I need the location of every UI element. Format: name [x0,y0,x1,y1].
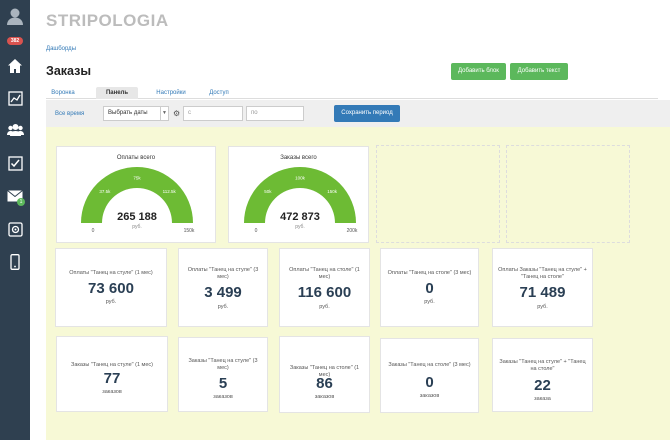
gauge-tick-label: 75k [133,176,141,181]
gauge-tick-label: 150k [327,189,338,194]
stat-card[interactable]: Заказы "Танец на стуле" (3 мес) 5 заказо… [178,337,268,412]
stat-value: 0 [425,374,434,391]
stat-card[interactable]: Оплаты Заказы "Танец на стуле" + "Танец … [492,248,593,327]
stat-value: 77 [103,370,121,387]
date-range-select[interactable]: Выбрать даты ▼ [103,106,169,121]
gauge-card-orders[interactable]: 50k 100k 150k 472 873 руб. 0 200k Заказы всего [228,146,369,243]
stat-value: 71 489 [519,284,566,301]
mail-icon[interactable] [0,186,30,206]
stat-label: Заказы "Танец на стуле" (3 мес) [188,358,258,371]
stat-card[interactable]: Заказы "Танец на стуле" (1 мес) 77 заказ… [56,336,168,412]
gauge-min-label: 0 [255,228,258,234]
tab-settings[interactable]: Настройки [156,90,186,96]
stat-card[interactable]: Оплаты "Танец на стуле" (1 мес) 73 600 р… [55,248,167,327]
mail-count-badge: 1 [17,198,25,206]
stat-value: 5 [218,375,228,392]
gauge-min-label: 0 [92,228,95,234]
gauge-max-label: 200k [347,228,358,234]
stat-card[interactable]: Заказы "Танец на стуле" + "Танец на стол… [492,338,593,412]
stat-label: Заказы "Танец на столе" (3 мес) [388,362,471,368]
stat-label: Заказы "Танец на стуле" + "Танец на стол… [499,359,586,372]
stat-label: Оплаты "Танец на стуле" (1 мес) [69,270,153,276]
stat-card[interactable]: Оплаты "Танец на столе" (1 мес) 116 600 … [279,248,370,327]
stat-label: Оплаты "Танец на стуле" (3 мес) [187,267,259,280]
save-period-button[interactable]: Сохранить период [334,105,400,122]
empty-slot [376,145,500,243]
stat-label: Заказы "Танец на столе" (1 мес) [289,365,360,378]
gauge-card-payments[interactable]: 37.5k 75k 112.5k 265 188 руб. 0 150k Оплаты вс… [56,146,216,243]
gauge-fill [244,167,356,223]
date-range-select-value: Выбрать даты [108,110,148,116]
breadcrumb-link[interactable]: Дашборды [46,46,76,52]
filter-bar: Все время Выбрать даты ▼ ⚙ с по Сохранить… [46,100,670,127]
stat-unit: заказов [102,389,122,395]
stat-value: 3 499 [204,284,242,301]
notification-badge[interactable]: 382 [7,37,23,45]
gauge-tick-label: 37.5k [99,189,111,194]
stat-value: 116 600 [297,284,352,301]
gauge-unit: руб. [295,224,305,230]
settings-panel-icon[interactable] [0,219,30,239]
all-time-link[interactable]: Все время [55,111,85,117]
stat-card[interactable]: Оплаты "Танец на столе" (3 мес) 0 руб. [380,248,479,327]
sidebar: 382 1 [0,0,30,440]
stat-value: 73 600 [88,280,134,297]
stat-unit: руб. [424,299,435,305]
dashboard-area: 37.5k 75k 112.5k 265 188 руб. 0 150k Оплаты вс… [46,127,670,440]
gauge-title: Оплаты всего [116,155,156,161]
add-block-button[interactable]: Добавить блок [451,63,506,80]
gauge-tick-label: 100k [295,176,306,181]
stat-unit: руб. [105,299,117,305]
chart-icon[interactable] [0,88,30,108]
gauge-fill [81,167,193,223]
tab-funnel[interactable]: Воронка [51,90,75,96]
tasks-check-icon[interactable] [0,153,30,173]
gauge-unit: руб. [132,224,142,230]
stat-label: Оплаты "Танец на столе" (1 мес) [289,267,360,280]
gauge-tick-label: 50k [264,189,272,194]
stat-label: Заказы "Танец на стуле" (1 мес) [71,362,153,368]
stat-value: 86 [316,375,333,392]
stat-unit: заказов [314,394,335,400]
user-avatar-icon[interactable] [0,4,30,28]
tab-bar: Воронка Панель Настройки Доступ [46,85,658,99]
app-logo: STRIPOLOGIA [46,11,169,30]
stat-unit: заказов [213,394,233,400]
gauge-value: 265 188 [117,211,157,223]
gauge-title: Заказы всего [280,155,317,161]
date-to-input[interactable]: по [246,106,304,121]
stat-unit: руб. [537,304,548,310]
users-icon[interactable] [0,120,30,140]
stat-card[interactable]: Оплаты "Танец на стуле" (3 мес) 3 499 ру… [178,248,268,327]
date-from-input[interactable]: с [183,106,243,121]
stat-value: 0 [425,280,434,297]
stat-unit: заказа [534,396,551,402]
gauge-tick-label: 112.5k [163,189,177,194]
stat-card[interactable]: Заказы "Танец на столе" (1 мес) 86 заказ… [279,336,370,413]
chevron-down-icon: ▼ [160,107,168,120]
tab-access[interactable]: Доступ [209,90,229,96]
stat-card[interactable]: Заказы "Танец на столе" (3 мес) 0 заказо… [380,338,479,413]
gauge-value: 472 873 [280,211,320,223]
stat-label: Оплаты "Танец на столе" (3 мес) [387,270,472,276]
stat-unit: руб. [217,304,229,310]
stat-label: Оплаты Заказы "Танец на стуле" + "Танец … [498,267,587,280]
stat-value: 22 [534,377,551,394]
stat-unit: заказов [419,393,440,399]
page-title: Заказы [46,64,92,78]
stat-unit: руб. [319,304,330,310]
empty-slot [506,145,630,243]
home-icon[interactable] [0,56,30,76]
mobile-icon[interactable] [0,252,30,272]
add-text-button[interactable]: Добавить текст [510,63,568,80]
gauge-max-label: 150k [184,228,195,234]
tab-panel[interactable]: Панель [96,87,138,99]
gear-icon[interactable]: ⚙ [173,109,181,118]
